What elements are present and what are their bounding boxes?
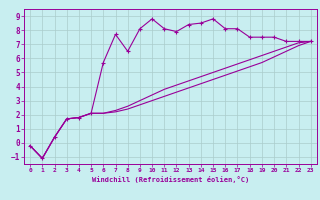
X-axis label: Windchill (Refroidissement éolien,°C): Windchill (Refroidissement éolien,°C) <box>92 176 249 183</box>
